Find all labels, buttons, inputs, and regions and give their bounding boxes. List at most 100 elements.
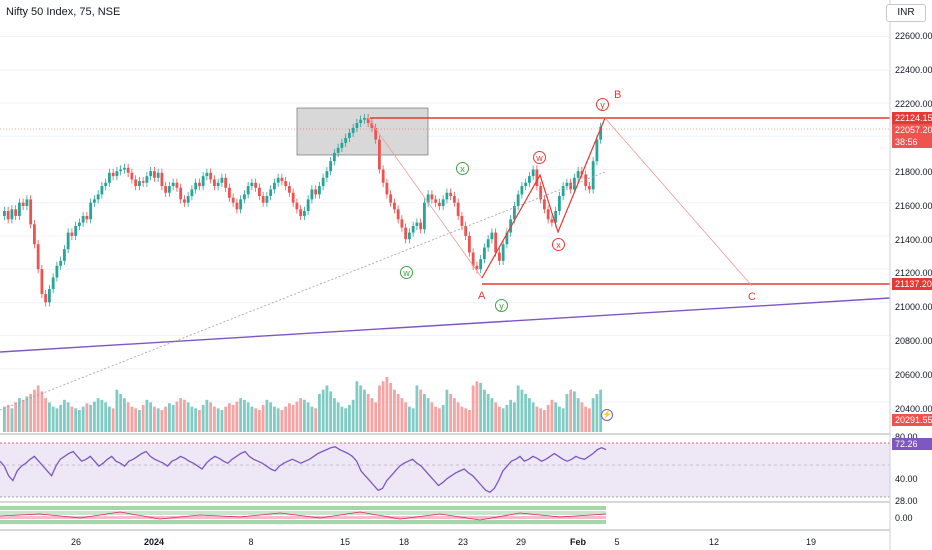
volume-bar bbox=[186, 402, 190, 432]
purple-trendline[interactable] bbox=[0, 297, 891, 353]
wave-label-y-red: y bbox=[596, 98, 609, 111]
candle-body bbox=[130, 172, 134, 180]
candle-body bbox=[381, 169, 385, 183]
candle-body bbox=[66, 232, 70, 250]
volume-bar bbox=[104, 402, 108, 432]
price-label: 21400.00 bbox=[895, 235, 932, 245]
candle-body bbox=[306, 199, 310, 211]
candle-body bbox=[51, 277, 55, 290]
volume-bar bbox=[558, 406, 561, 432]
volume-bar bbox=[145, 399, 149, 432]
candle-body bbox=[333, 152, 336, 162]
volume-bar bbox=[96, 398, 100, 432]
volume-bar bbox=[351, 399, 355, 432]
volume-bar bbox=[288, 403, 291, 432]
rsi-value-tag: 72.26 bbox=[892, 438, 932, 450]
volume-bar bbox=[55, 408, 59, 432]
candle-body bbox=[314, 189, 318, 195]
symbol-header[interactable]: Nifty 50 Index, 75, NSE bbox=[6, 6, 121, 18]
candle-body bbox=[475, 265, 479, 270]
volume-bar bbox=[584, 406, 588, 432]
candle-body bbox=[220, 177, 224, 183]
candle-body bbox=[93, 199, 96, 203]
candle-body bbox=[415, 222, 419, 226]
candle-body bbox=[464, 225, 468, 236]
volume-bar bbox=[479, 382, 483, 432]
volume-bar bbox=[419, 389, 423, 432]
volume-bar bbox=[66, 402, 70, 432]
volume-bar bbox=[123, 398, 126, 432]
lightning-icon[interactable]: ⚡ bbox=[601, 409, 613, 421]
candle-body bbox=[565, 182, 569, 187]
volume-bar bbox=[501, 408, 505, 432]
volume-bar bbox=[269, 402, 273, 432]
candle-body bbox=[404, 227, 408, 240]
candle-body bbox=[280, 177, 284, 182]
volume-bar bbox=[85, 403, 89, 432]
candle-body bbox=[21, 202, 25, 207]
candle-body bbox=[584, 174, 588, 187]
volume-bar bbox=[359, 385, 363, 432]
volume-bar bbox=[21, 399, 25, 432]
candle-body bbox=[340, 142, 344, 148]
currency-button[interactable]: INR bbox=[886, 4, 926, 22]
resistance-price-tag: 22124.15 bbox=[892, 112, 932, 124]
candle-body bbox=[276, 177, 280, 183]
candle-body bbox=[36, 244, 40, 270]
volume-bar bbox=[434, 406, 438, 432]
support-price-tag: 21137.20 bbox=[892, 278, 932, 290]
time-label: 15 bbox=[339, 537, 350, 547]
candle-body bbox=[74, 225, 78, 236]
volume-bar bbox=[513, 402, 516, 432]
volume-bar bbox=[78, 410, 81, 432]
candle-body bbox=[141, 181, 145, 183]
candle-body bbox=[63, 249, 66, 261]
candle-body bbox=[78, 222, 81, 226]
volume-bar bbox=[149, 402, 153, 432]
volume-bar bbox=[430, 402, 434, 432]
volume-bar bbox=[190, 406, 194, 432]
candle-body bbox=[258, 187, 261, 197]
time-label: Feb bbox=[569, 537, 586, 547]
candle-body bbox=[430, 194, 434, 200]
volume-bar bbox=[183, 399, 186, 432]
volume-bar bbox=[535, 406, 539, 432]
candle-body bbox=[284, 181, 288, 187]
candle-body bbox=[546, 209, 550, 220]
candle-body bbox=[100, 186, 104, 195]
volume-bar bbox=[93, 401, 96, 432]
wave-label-w-red: w bbox=[533, 151, 546, 164]
candle-body bbox=[494, 232, 498, 253]
volume-bar bbox=[445, 389, 449, 432]
consolidation-box[interactable] bbox=[296, 107, 429, 156]
candle-body bbox=[186, 196, 190, 203]
volume-bar bbox=[33, 389, 36, 432]
volume-bar bbox=[333, 398, 336, 432]
volume-bar bbox=[295, 401, 299, 432]
volume-bar bbox=[546, 404, 550, 432]
volume-bar bbox=[171, 404, 175, 432]
candle-body bbox=[250, 182, 254, 187]
candle-body bbox=[528, 176, 531, 183]
candle-body bbox=[576, 171, 580, 178]
volume-bar bbox=[153, 406, 156, 432]
candle-body bbox=[318, 186, 321, 195]
time-label: 23 bbox=[457, 537, 468, 547]
volume-bar bbox=[179, 398, 183, 432]
rsi-label: 40.00 bbox=[895, 474, 918, 484]
candle-body bbox=[351, 127, 355, 133]
candle-body bbox=[588, 186, 591, 190]
wave-label-x-green: x bbox=[456, 162, 469, 175]
candle-body bbox=[89, 202, 93, 220]
candle-body bbox=[501, 244, 505, 261]
volume-bar bbox=[209, 402, 213, 432]
wave-label-y-green: y bbox=[495, 299, 508, 312]
volume-bar bbox=[468, 410, 471, 432]
volume-bar bbox=[48, 402, 51, 432]
price-label: 21600.00 bbox=[895, 201, 932, 211]
candle-body bbox=[595, 139, 599, 162]
volume-bar bbox=[573, 391, 576, 432]
candle-body bbox=[471, 252, 475, 266]
volume-bar bbox=[89, 404, 93, 432]
